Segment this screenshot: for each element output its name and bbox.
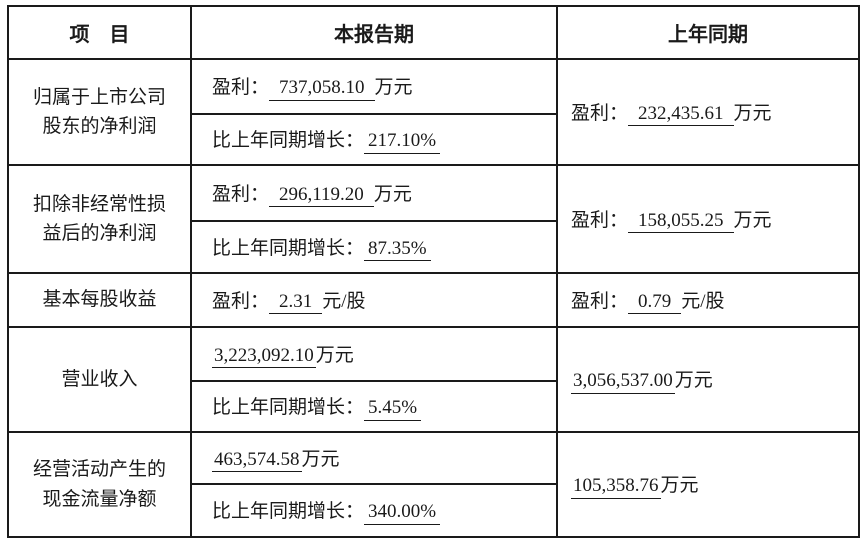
row-net-profit-deducted: 扣除非经常性损 益后的净利润 盈利： 296,119.20 万元 盈利： 158,05… <box>7 164 860 274</box>
row-net-profit-growth: 比上年同期增长： 217.10% <box>8 113 859 166</box>
revenue-value: 3,223,092.10 <box>212 345 316 369</box>
cell-net-profit-deducted-current: 盈利： 296,119.20 万元 <box>190 164 558 222</box>
profit-label: 盈利： <box>212 77 270 99</box>
cell-net-profit-deducted-growth: 比上年同期增长： 87.35% <box>190 220 558 274</box>
unit-label: 万元 <box>733 102 772 124</box>
revenue-value: 3,056,537.00 <box>571 370 675 394</box>
row-revenue: 营业收入 3,223,092.10 万元 3,056,537.00 万元 <box>7 326 860 433</box>
row-operating-cash-flow: 经营活动产生的 现金流量净额 463,574.58 万元 105,358.76 万元 <box>7 431 860 538</box>
col-header-item: 项 目 <box>7 5 192 60</box>
unit-label: 万元 <box>733 209 772 231</box>
cell-revenue-current: 3,223,092.10 万元 <box>190 326 558 382</box>
row-net-profit: 归属于上市公司 股东的净利润 盈利： 737,058.10 万元 盈利： 232,43… <box>7 58 860 166</box>
cell-operating-cash-flow-current: 463,574.58 万元 <box>190 431 558 485</box>
unit-label: 元/股 <box>681 290 725 312</box>
unit-label: 元/股 <box>322 290 366 312</box>
profit-label: 盈利： <box>571 290 629 312</box>
item-label-line1: 归属于上市公司 <box>32 86 166 108</box>
profit-label: 盈利： <box>571 209 629 231</box>
profit-label: 盈利： <box>571 102 629 124</box>
item-label-net-profit: 归属于上市公司 股东的净利润 <box>7 58 192 166</box>
cell-operating-cash-flow-growth: 比上年同期增长： 340.00% <box>190 483 558 538</box>
col-header-prior-period: 上年同期 <box>556 5 860 60</box>
item-label-line1: 扣除非经常性损 <box>32 193 166 215</box>
item-label-line2: 股东的净利润 <box>42 116 157 137</box>
growth-value: 340.00% <box>364 501 441 525</box>
growth-label: 比上年同期增长： <box>212 237 365 259</box>
item-label-line2: 现金流量净额 <box>42 488 157 510</box>
profit-value: 232,435.61 <box>628 103 734 127</box>
financial-summary-table: 项 目 本报告期 上年同期 归属于上市公司 股东的净利润 盈利： 737,058.… <box>7 5 860 538</box>
cell-eps-current: 盈利： 2.31 元/股 <box>190 272 558 328</box>
cash-flow-value: 463,574.58 <box>212 449 302 473</box>
cell-net-profit-current: 盈利： 737,058.10 万元 <box>190 58 558 115</box>
profit-value: 158,055.25 <box>628 210 734 234</box>
item-label-line1: 经营活动产生的 <box>32 459 166 481</box>
cell-revenue-prior: 3,056,537.00 万元 <box>556 326 860 433</box>
cash-flow-value: 105,358.76 <box>571 475 661 499</box>
profit-label: 盈利： <box>212 183 270 205</box>
growth-label: 比上年同期增长： <box>212 397 365 419</box>
growth-value: 87.35% <box>364 238 431 262</box>
header-row: 项 目 本报告期 上年同期 <box>7 5 860 60</box>
profit-value: 296,119.20 <box>269 184 374 208</box>
cell-revenue-growth: 比上年同期增长： 5.45% <box>190 380 558 433</box>
unit-label: 万元 <box>660 475 699 497</box>
growth-value: 217.10% <box>364 130 441 154</box>
profit-value: 0.79 <box>628 291 682 315</box>
unit-label: 万元 <box>374 77 413 99</box>
growth-label: 比上年同期增长： <box>212 130 365 152</box>
col-header-current-period: 本报告期 <box>190 5 558 60</box>
unit-label: 万元 <box>315 344 354 366</box>
cell-net-profit-deducted-prior: 盈利： 158,055.25 万元 <box>556 164 860 274</box>
profit-value: 2.31 <box>269 291 323 315</box>
profit-value: 737,058.10 <box>269 77 375 101</box>
item-label-revenue: 营业收入 <box>7 326 192 433</box>
item-label-net-profit-deducted: 扣除非经常性损 益后的净利润 <box>7 164 192 274</box>
cell-net-profit-prior: 盈利： 232,435.61 万元 <box>556 58 860 166</box>
unit-label: 万元 <box>301 448 340 470</box>
cell-net-profit-growth: 比上年同期增长： 217.10% <box>190 113 558 166</box>
growth-label: 比上年同期增长： <box>212 501 365 523</box>
profit-label: 盈利： <box>212 290 270 312</box>
unit-label: 万元 <box>674 370 713 392</box>
growth-value: 5.45% <box>364 397 422 421</box>
row-revenue-growth: 比上年同期增长： 5.45% <box>8 380 859 433</box>
item-label-operating-cash-flow: 经营活动产生的 现金流量净额 <box>7 431 192 538</box>
row-eps: 基本每股收益 盈利： 2.31 元/股 盈利： 0.79 元/股 <box>7 272 860 328</box>
row-net-profit-deducted-growth: 比上年同期增长： 87.35% <box>8 220 859 274</box>
unit-label: 万元 <box>373 183 412 205</box>
item-label-line2: 益后的净利润 <box>42 223 157 244</box>
cell-operating-cash-flow-prior: 105,358.76 万元 <box>556 431 860 538</box>
cell-eps-prior: 盈利： 0.79 元/股 <box>556 272 860 328</box>
row-operating-cash-flow-growth: 比上年同期增长： 340.00% <box>8 483 859 538</box>
item-label-eps: 基本每股收益 <box>7 272 192 328</box>
